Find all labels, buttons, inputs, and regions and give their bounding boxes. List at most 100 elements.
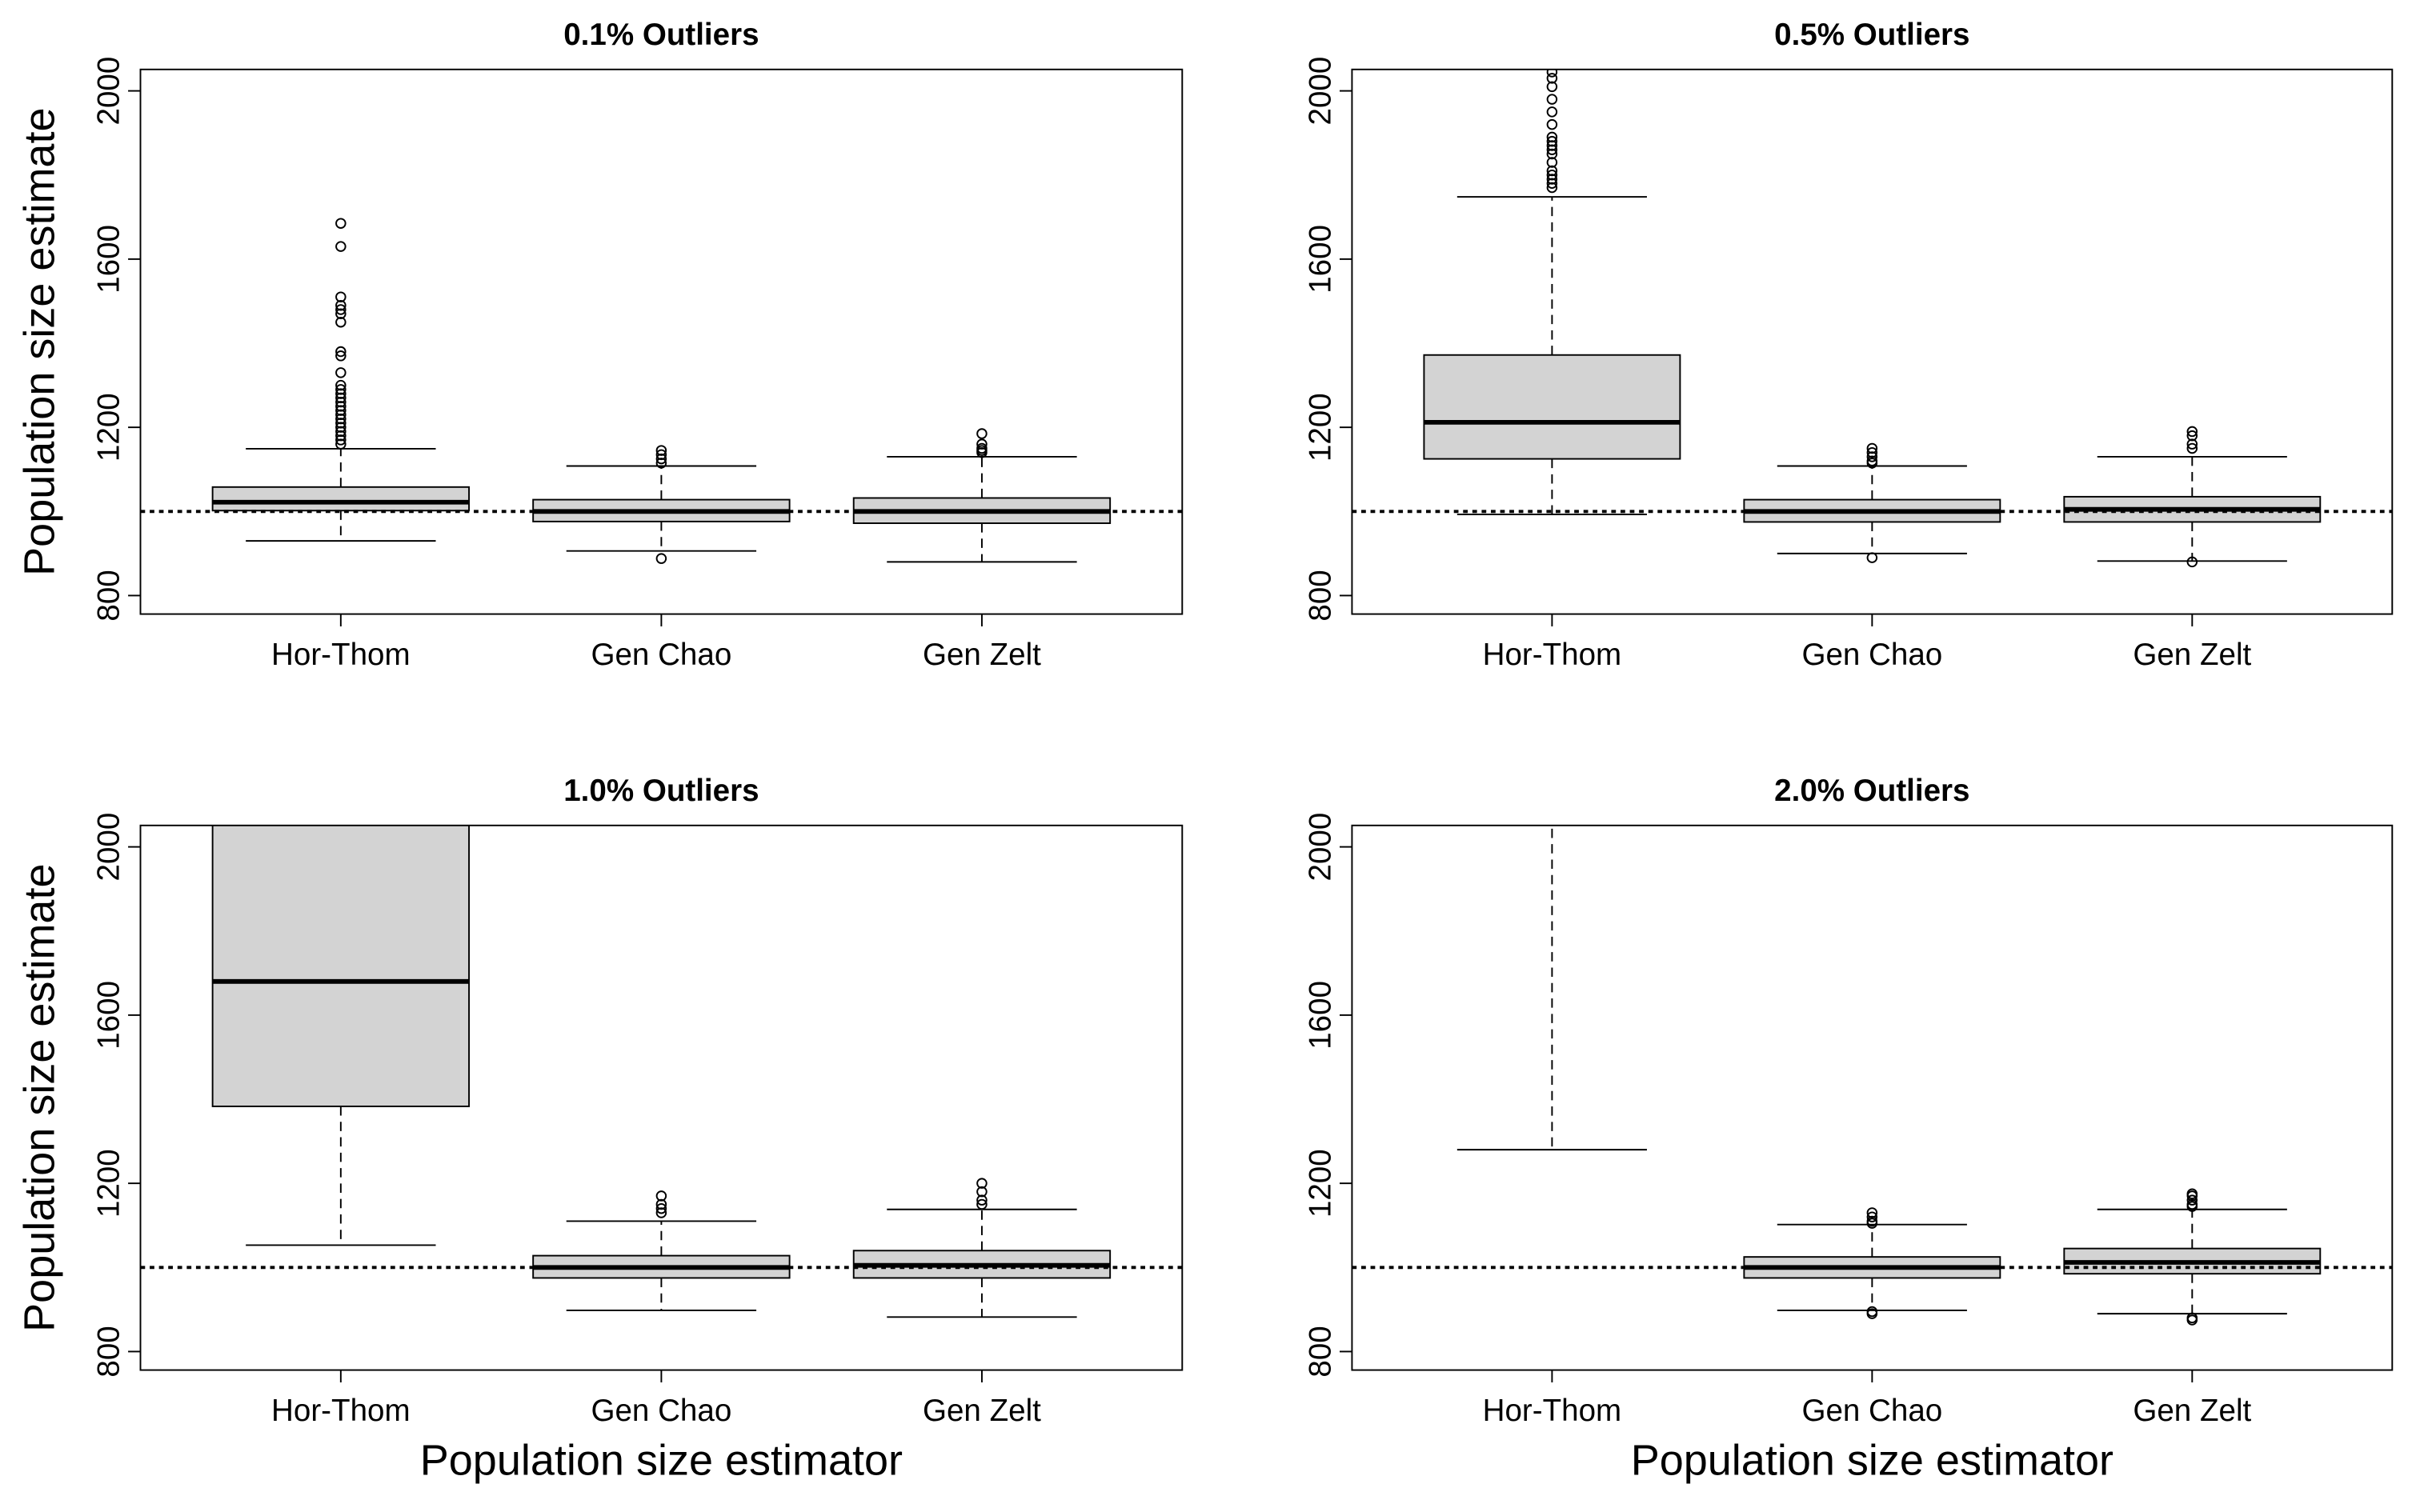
outlier [1546,81,1558,93]
x-axis-label: Population size estimator [1631,1437,2113,1485]
outlier [655,449,667,461]
x-tick-label: Gen Zelt [923,1394,1041,1428]
outlier [335,438,347,450]
panel: 2.0% Outliers Population size estimator 80… [1303,774,2394,1485]
panel-title: 0.1% Outliers [563,18,759,52]
outlier [335,379,347,391]
outlier [1866,1211,1878,1222]
y-tick-label: 2000 [1303,57,1337,126]
outlier [335,316,347,328]
outlier [976,446,988,458]
y-tick-label: 1200 [1303,1149,1337,1218]
outlier [335,218,347,229]
plot-area [1352,825,2393,1326]
outlier [1546,140,1558,151]
y-tick-label: 800 [92,1326,126,1377]
outlier [335,350,347,362]
outlier [976,1186,988,1198]
outlier [335,405,347,416]
y-tick-label: 800 [1303,570,1337,621]
outlier [655,553,667,564]
outlier [335,241,347,252]
panel: 0.5% Outliers 800 1200 1600 2000 Hor-Thom Gen … [1303,18,2394,672]
y-axis-label: Population size estimate [16,108,64,576]
y-axis-label: Population size estimate [16,864,64,1332]
outlier [335,291,347,302]
x-tick-label: Hor-Thom [1483,638,1622,672]
outlier [335,346,347,358]
y-tick-label: 1200 [1303,393,1337,462]
outlier [335,413,347,425]
outlier [335,418,347,429]
y-tick-label: 2000 [92,813,126,882]
outlier [976,428,988,439]
panel: 1.0% Outliers Population size estimate Pop… [16,774,1184,1485]
outlier [335,384,347,395]
outlier [1866,1218,1878,1229]
outlier [1866,442,1878,454]
outlier [1866,458,1878,469]
outlier [1866,451,1878,462]
outlier [2186,1201,2198,1212]
outlier [1546,157,1558,168]
outlier [976,1198,988,1210]
x-tick-label: Gen Chao [591,1394,731,1428]
outlier [2186,426,2198,438]
plot-frame [139,68,1184,615]
outlier [2186,1190,2198,1202]
x-tick-label: Gen Chao [1801,1394,1942,1428]
x-tick-label: Gen Chao [1801,638,1942,672]
outlier [335,367,347,378]
outlier [976,1194,988,1206]
x-tick-label: Gen Zelt [2133,638,2251,672]
outlier [1546,178,1558,190]
box [211,825,471,1107]
outlier [976,438,988,450]
outlier [1546,165,1558,177]
panel-title: 2.0% Outliers [1774,774,1969,808]
outlier [335,308,347,319]
outlier [335,396,347,408]
outlier [1546,106,1558,118]
outlier [335,299,347,311]
outlier [335,426,347,438]
outlier [335,409,347,421]
outlier [335,392,347,404]
outlier [655,453,667,465]
plot-frame [139,824,1184,1371]
y-tick-label: 2000 [1303,813,1337,882]
y-tick-label: 1200 [92,1149,126,1218]
outlier [2186,430,2198,442]
outlier [1546,94,1558,105]
panel-title: 1.0% Outliers [563,774,759,808]
outlier [335,430,347,442]
outlier [1546,148,1558,160]
outlier [1866,446,1878,458]
outlier [655,1190,667,1202]
y-tick-label: 1200 [92,393,126,462]
outlier [655,1202,667,1214]
outlier [1546,69,1558,78]
y-tick-label: 1600 [92,225,126,294]
outlier [335,401,347,412]
outlier [1546,131,1558,143]
outlier [2186,1194,2198,1206]
y-tick-label: 1600 [92,981,126,1050]
box [1423,354,1681,460]
panel-title: 0.5% Outliers [1774,18,1969,52]
outlier [1546,174,1558,185]
x-axis-label: Population size estimator [420,1437,903,1485]
outlier [335,388,347,399]
plot-area [140,218,1183,564]
outlier [1546,144,1558,155]
y-tick-label: 800 [92,570,126,621]
outlier [1546,182,1558,194]
box [211,486,471,512]
outlier [335,434,347,446]
y-tick-label: 1600 [1303,225,1337,294]
outlier [655,1198,667,1210]
outlier [976,1178,988,1189]
outlier [335,304,347,315]
x-tick-label: Gen Zelt [2133,1394,2251,1428]
